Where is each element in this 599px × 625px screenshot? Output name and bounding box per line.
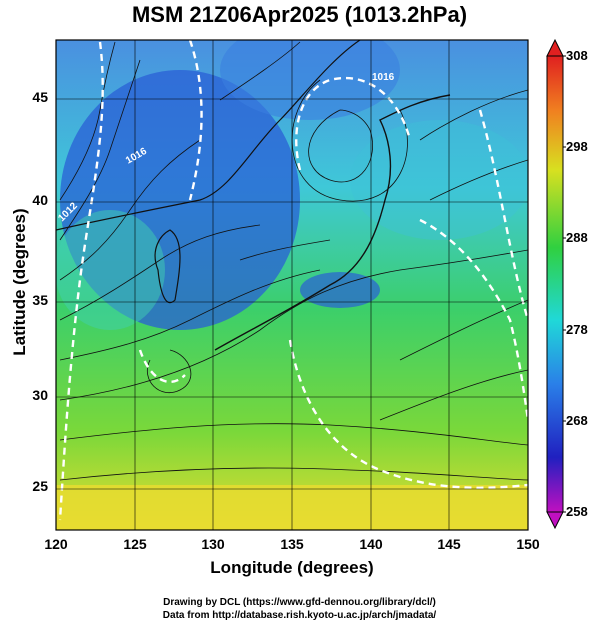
x-tick-label: 150 bbox=[516, 536, 540, 552]
grid bbox=[56, 40, 528, 530]
plot-frame bbox=[55, 39, 529, 531]
chart-title: MSM 21Z06Apr2025 (1013.2hPa) bbox=[131, 2, 468, 27]
credit-line-2: Data from http://database.rish.kyoto-u.a… bbox=[162, 610, 437, 621]
colorbar-tick-label: 308 bbox=[566, 48, 588, 63]
credit-text: Drawing by DCL (https://www.gfd-dennou.o… bbox=[0, 596, 599, 622]
colorbar-tick-label: 298 bbox=[566, 139, 588, 154]
y-axis-label: Latitude (degrees) bbox=[10, 208, 29, 356]
heatmap-field bbox=[56, 40, 528, 530]
y-tick-label: 35 bbox=[32, 292, 48, 308]
y-tick-label: 40 bbox=[32, 192, 48, 208]
colorbar-tick-label: 288 bbox=[566, 230, 588, 245]
x-tick-label: 140 bbox=[359, 536, 383, 552]
credit-line-1: Drawing by DCL (https://www.gfd-dennou.o… bbox=[163, 597, 436, 608]
x-tick-label: 120 bbox=[44, 536, 68, 552]
contour-label-2: 1016 bbox=[372, 72, 395, 83]
coastline-japan bbox=[214, 94, 451, 351]
colorbar-tick-label: 278 bbox=[566, 322, 588, 337]
x-axis-label: Longitude (degrees) bbox=[210, 558, 374, 577]
colorbar-tick-label: 268 bbox=[566, 413, 588, 428]
colorbar bbox=[546, 38, 566, 530]
x-tick-label: 125 bbox=[123, 536, 147, 552]
colorbar-top-arrow bbox=[546, 38, 564, 57]
x-tick-label: 145 bbox=[437, 536, 461, 552]
colorbar-bottom-arrow bbox=[546, 511, 564, 530]
pressure-contours bbox=[58, 40, 528, 521]
y-tick-label: 30 bbox=[32, 387, 48, 403]
coastline-asia bbox=[56, 40, 361, 231]
x-tick-label: 135 bbox=[280, 536, 304, 552]
colorbar-tick-label: 258 bbox=[566, 504, 588, 519]
y-tick-label: 25 bbox=[32, 478, 48, 494]
y-tick-label: 45 bbox=[32, 89, 48, 105]
coastline-korea bbox=[154, 229, 181, 304]
x-tick-label: 130 bbox=[201, 536, 225, 552]
